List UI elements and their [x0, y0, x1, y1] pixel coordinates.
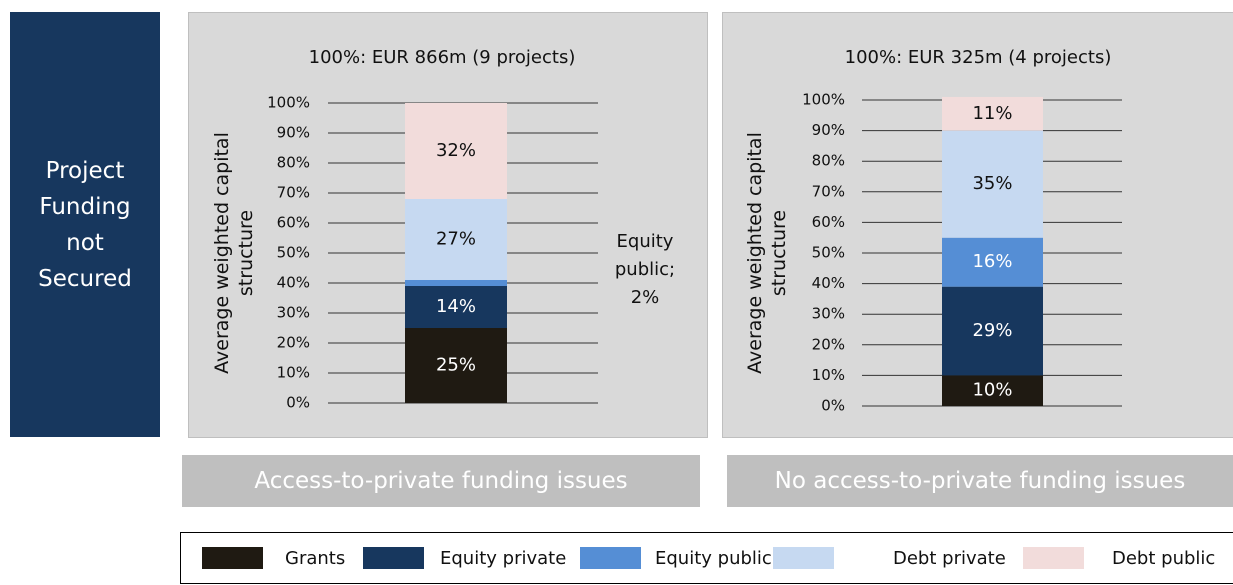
y-tick-label: 0% — [821, 397, 845, 415]
y-axis-label: Average weighted capital structure — [744, 132, 790, 374]
y-tick-label: 30% — [277, 304, 310, 322]
y-tick-label: 10% — [277, 364, 310, 382]
y-tick-label: 60% — [812, 213, 845, 231]
data-label: 10% — [972, 380, 1012, 401]
y-tick-label: 50% — [812, 244, 845, 262]
y-axis-label: Average weighted capital structure — [211, 132, 257, 374]
legend-label: Debt public — [1112, 548, 1215, 569]
legend-label: Equity private — [440, 548, 566, 569]
bar-segment — [942, 96, 1043, 131]
data-label: 16% — [972, 251, 1012, 272]
bar-segment — [405, 286, 507, 328]
y-tick-label: 90% — [812, 121, 845, 139]
data-label: 29% — [972, 320, 1012, 341]
y-tick-label: 60% — [277, 214, 310, 232]
data-label: 14% — [436, 296, 476, 317]
side-label: Project Funding not Secured — [10, 12, 160, 437]
caption: No access-to-private funding issues — [727, 455, 1233, 507]
legend-swatch — [202, 547, 263, 569]
data-label: 35% — [972, 173, 1012, 194]
y-tick-label: 20% — [277, 334, 310, 352]
y-tick-label: 40% — [812, 274, 845, 292]
y-tick-label: 40% — [277, 274, 310, 292]
y-tick-label: 30% — [812, 305, 845, 323]
bar-segment — [405, 280, 507, 286]
caption: Access-to-private funding issues — [182, 455, 700, 507]
y-tick-label: 20% — [812, 335, 845, 353]
bar-segment — [942, 237, 1043, 287]
y-tick-label: 0% — [286, 394, 310, 412]
data-label: 25% — [436, 355, 476, 376]
bar-segment — [942, 286, 1043, 376]
legend-label: Equity public — [655, 548, 772, 569]
y-tick-label: 70% — [812, 182, 845, 200]
data-label: 27% — [436, 229, 476, 250]
bar-segment — [405, 328, 507, 403]
legend-swatch — [1023, 547, 1084, 569]
y-tick-label: 100% — [267, 94, 310, 112]
y-tick-label: 90% — [277, 124, 310, 142]
chart-title: 100%: EUR 866m (9 projects) — [309, 47, 576, 68]
legend-label: Grants — [285, 548, 345, 569]
y-tick-label: 50% — [277, 244, 310, 262]
y-tick-label: 10% — [812, 366, 845, 384]
legend-swatch — [363, 547, 424, 569]
legend-swatch — [773, 547, 834, 569]
legend-swatch — [580, 547, 641, 569]
y-tick-label: 100% — [802, 91, 845, 109]
chart-title: 100%: EUR 325m (4 projects) — [845, 47, 1112, 68]
data-label: 32% — [436, 140, 476, 161]
annotation: Equity public; 2% — [614, 231, 676, 308]
bar-segment — [942, 375, 1043, 406]
y-tick-label: 80% — [812, 152, 845, 170]
data-label: 11% — [972, 103, 1012, 124]
bar-segment — [942, 130, 1043, 238]
y-tick-label: 70% — [277, 184, 310, 202]
legend-label: Debt private — [893, 548, 1006, 569]
bar-segment — [405, 199, 507, 280]
y-tick-label: 80% — [277, 154, 310, 172]
bar-segment — [405, 103, 507, 199]
